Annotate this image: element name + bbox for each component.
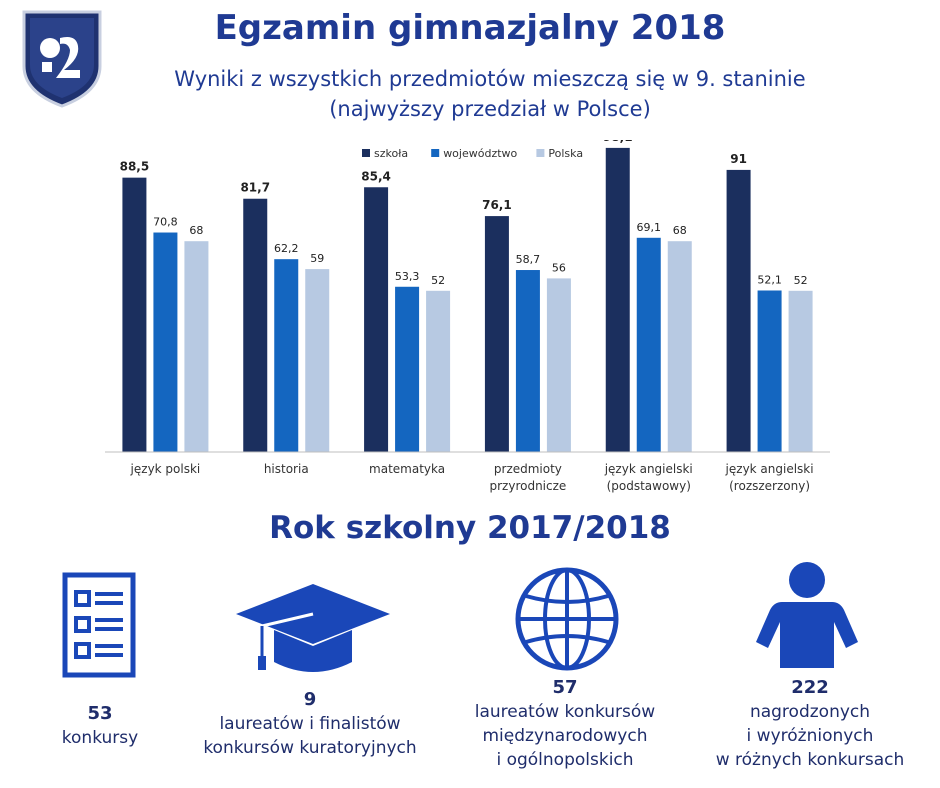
data-label-2-2: 52: [431, 274, 445, 287]
graduation-cap-icon: [236, 584, 390, 672]
data-label-1-4: 69,1: [637, 221, 662, 234]
bar-2-0: [184, 241, 209, 452]
bar-0-5: [726, 169, 751, 452]
bar-2-2: [426, 290, 451, 452]
data-label-1-1: 62,2: [274, 242, 299, 255]
stat-laureates-international: 57 laureatów konkursów międzynarodowych …: [430, 676, 700, 772]
subtitle-line-1: Wyniki z wszystkich przedmiotów mieszczą…: [174, 67, 806, 91]
stat-laureates-kuratoryjne: 9 laureatów i finalistów konkursów kurat…: [160, 688, 460, 760]
bar-2-3: [546, 278, 571, 452]
bar-0-2: [364, 187, 389, 452]
stat-awarded: 222 nagrodzonych i wyróżnionych w różnyc…: [690, 676, 930, 772]
bar-1-0: [153, 232, 178, 452]
page-title: Egzamin gimnazjalny 2018: [214, 8, 726, 48]
stat-label-line: międzynarodowych: [482, 726, 648, 746]
bar-1-4: [636, 237, 661, 452]
data-label-1-0: 70,8: [153, 216, 178, 229]
legend-swatch-1: [431, 149, 440, 157]
bar-2-1: [305, 269, 330, 452]
legend-swatch-2: [536, 149, 545, 157]
bar-0-4: [605, 147, 630, 452]
category-label-4: język angielski: [604, 462, 693, 476]
globe-icon: [515, 567, 619, 671]
stat-label-line: konkursy: [61, 728, 139, 748]
stat-label-line: w różnych konkursach: [715, 750, 905, 770]
stat-label-line: i wyróżnionych: [746, 726, 874, 746]
stat-value: 9: [303, 689, 317, 710]
stat-label-line: nagrodzonych: [749, 702, 871, 722]
category-label-5: (rozszerzony): [729, 479, 810, 493]
data-label-2-1: 59: [310, 252, 324, 265]
stat-value: 222: [791, 677, 829, 698]
page-subtitle: Wyniki z wszystkich przedmiotów mieszczą…: [40, 64, 940, 124]
stat-label-line: laureatów konkursów: [474, 702, 656, 722]
data-label-2-3: 56: [552, 261, 566, 274]
bar-chart: szkoła województwo Polska 88,5 70,8 68 język p…: [105, 140, 830, 493]
school-logo: [22, 10, 102, 108]
stat-label-line: i ogólnopolskich: [496, 750, 634, 770]
category-label-3: przedmioty: [494, 462, 562, 476]
category-label-4: (podstawowy): [607, 479, 691, 493]
stat-value: 57: [552, 677, 578, 698]
data-label-1-3: 58,7: [516, 253, 541, 266]
subtitle-line-2: (najwyższy przedział w Polsce): [329, 97, 651, 121]
bar-2-4: [667, 241, 692, 452]
data-label-2-5: 52: [794, 274, 808, 287]
category-label-1: historia: [264, 462, 309, 476]
stat-value: 53: [87, 703, 113, 724]
data-label-2-4: 68: [673, 224, 687, 237]
section-title: Rok szkolny 2017/2018: [269, 510, 671, 546]
bar-0-3: [484, 216, 509, 452]
category-label-5: język angielski: [725, 462, 814, 476]
bar-1-3: [515, 270, 540, 452]
bar-1-1: [274, 259, 299, 452]
legend-label-2: Polska: [548, 147, 583, 160]
legend-swatch-0: [362, 149, 370, 157]
data-label-1-5: 52,1: [757, 273, 782, 286]
stat-label-line: laureatów i finalistów: [219, 714, 401, 734]
data-label-0-2: 85,4: [361, 169, 391, 183]
data-label-1-2: 53,3: [395, 270, 420, 283]
category-label-3: przyrodnicze: [490, 479, 567, 493]
data-label-2-0: 68: [189, 224, 203, 237]
bar-1-5: [757, 290, 782, 452]
data-label-0-3: 76,1: [482, 198, 512, 212]
legend-label-0: szkoła: [374, 147, 408, 160]
bar-0-0: [122, 177, 147, 452]
bar-1-2: [395, 286, 420, 452]
stat-contests: 53 konkursy: [40, 702, 160, 750]
bar-0-1: [243, 198, 268, 452]
bar-2-5: [788, 290, 813, 452]
person-icon: [756, 562, 858, 668]
stat-label-line: konkursów kuratoryjnych: [203, 738, 417, 758]
data-label-0-5: 91: [730, 152, 747, 166]
legend-label-1: województwo: [443, 147, 517, 160]
data-label-0-1: 81,7: [240, 181, 270, 195]
document-list-icon: [62, 572, 136, 678]
data-label-0-4: 98,1: [603, 140, 633, 144]
category-label-0: język polski: [130, 462, 201, 476]
data-label-0-0: 88,5: [120, 160, 150, 174]
category-label-2: matematyka: [369, 462, 445, 476]
